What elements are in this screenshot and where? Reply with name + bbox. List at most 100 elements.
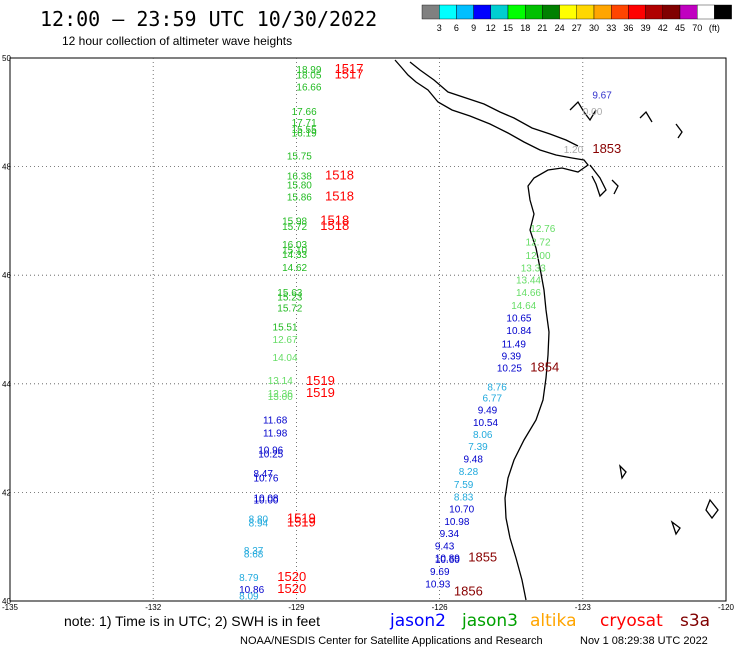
wave-height-label: 8.28: [459, 467, 479, 478]
longitude-label: -132: [145, 603, 162, 612]
pass-time-label: 1855: [468, 549, 497, 564]
wave-height-label: 13.00: [268, 392, 293, 403]
legend-label: 70: [692, 23, 702, 33]
wave-height-label: 9.67: [592, 91, 612, 102]
wave-height-label: 11.49: [502, 339, 527, 350]
pass-time-label: 1519: [287, 515, 316, 530]
wave-height-label: 8.94: [249, 519, 269, 530]
legend-swatch: [593, 4, 612, 20]
wave-height-label: 15.51: [273, 323, 298, 334]
satellite-legend-item: s3a: [680, 611, 710, 631]
wave-height-label: 8.06: [473, 430, 493, 441]
wave-height-label: 0.00: [583, 107, 603, 118]
pass-time-label: 1517: [335, 67, 364, 82]
wave-height-label: 10.89: [435, 553, 460, 564]
wave-height-label: 11.68: [263, 415, 288, 426]
legend-swatch: [525, 4, 543, 20]
wave-height-label: 15.63: [277, 288, 302, 299]
legend-swatch: [542, 4, 560, 20]
footer-credit: NOAA/NESDIS Center for Satellite Applica…: [240, 635, 543, 647]
strait-islands: [569, 100, 597, 122]
pass-time-label: 1519: [306, 385, 335, 400]
wave-height-label: 15.55: [292, 125, 317, 136]
wave-height-label: 8.37: [244, 546, 264, 557]
wave-height-label: 6.77: [483, 394, 503, 405]
legend-label: 45: [675, 23, 685, 33]
legend-label: 33: [606, 23, 616, 33]
wave-height-label: 8.83: [454, 493, 474, 504]
wave-height-label: 10.00: [253, 495, 278, 506]
graticule: [10, 58, 726, 601]
longitude-label: -129: [288, 603, 305, 612]
longitude-label: -126: [432, 603, 449, 612]
pass-time-label: 1519: [306, 373, 335, 388]
wave-height-label: 14.66: [516, 288, 541, 299]
wave-height-label: 9.39: [502, 351, 522, 362]
page-title: 12:00 – 23:59 UTC 10/30/2022: [40, 7, 377, 31]
pass-time-label: 1520: [277, 581, 306, 596]
longitude-label: -135: [2, 603, 19, 612]
wave-height-label: 8.80: [249, 514, 269, 525]
wave-height-label: 16.66: [296, 83, 321, 94]
latitude-label: 48: [2, 163, 11, 172]
pass-time-label: 1517: [335, 61, 364, 76]
wave-height-label: 16.03: [282, 240, 307, 251]
legend-swatch: [611, 4, 629, 20]
wave-height-label: 10.70: [449, 504, 474, 515]
legend-swatch: [714, 4, 732, 20]
pass-time-label: 1853: [592, 141, 621, 156]
pass-time-labels: 1517151715181518151815181519151915191519…: [277, 61, 621, 598]
vancouver-island: [409, 61, 579, 147]
legend-label: 15: [503, 23, 513, 33]
wave-height-label: 10.86: [239, 585, 264, 596]
wave-height-label: 14.04: [273, 353, 298, 364]
wave-height-label: 18.99: [296, 65, 321, 76]
footer-timestamp: Nov 1 08:29:38 UTC 2022: [580, 635, 708, 647]
wave-height-label: 10.84: [506, 326, 531, 337]
wave-height-label: 16.38: [287, 172, 312, 183]
satellite-legend: jason2 jason3 altika cryosat s3a: [389, 611, 710, 631]
legend-swatch: [439, 4, 457, 20]
legend-label: 36: [623, 23, 633, 33]
wave-height-label: 10.65: [506, 313, 531, 324]
wave-height-label: 17.71: [292, 118, 317, 129]
wave-height-label: 10.25: [497, 363, 522, 374]
legend-label: 21: [537, 23, 547, 33]
pass-time-label: 1856: [454, 584, 483, 599]
inland-island-2: [639, 110, 653, 123]
longitude-labels: -135 -132 -129 -126 -123 -120: [2, 603, 735, 612]
wave-height-label: 15.75: [287, 152, 312, 163]
wave-height-label: 12.36: [268, 389, 293, 400]
wave-height-label: 15.10: [282, 245, 307, 256]
wave-height-label: 14.62: [282, 263, 307, 274]
wave-height-label: 8.68: [244, 550, 264, 561]
wave-height-label: 1.20: [564, 145, 584, 156]
legend-swatch: [490, 4, 509, 20]
wave-height-label: 10.76: [253, 474, 278, 485]
wave-height-label: 15.23: [277, 293, 302, 304]
wave-height-label: 9.34: [440, 529, 460, 540]
wave-height-label: 14.33: [282, 250, 307, 261]
inland-island-6: [619, 464, 627, 480]
wave-height-label: 8.76: [487, 382, 507, 393]
map-border: [9, 57, 727, 602]
wave-height-label: 13.33: [521, 263, 546, 274]
wave-height-label: 8.79: [239, 573, 259, 584]
legend-swatch: [697, 4, 715, 20]
wave-height-label: 10.60: [435, 555, 460, 566]
legend-label: 24: [555, 23, 565, 33]
legend-swatch: [473, 4, 492, 20]
legend-label: 9: [471, 23, 476, 33]
latitude-label: 40: [2, 597, 11, 606]
inland-island-5: [670, 520, 681, 536]
pass-time-label: 1518: [320, 218, 349, 233]
wave-height-label: 10.98: [444, 517, 469, 528]
wave-height-label: 9.43: [435, 541, 455, 552]
wave-height-label: 13.14: [268, 376, 293, 387]
legend-swatch: [456, 4, 474, 20]
legend-swatch: [576, 4, 595, 20]
wave-height-label: 17.66: [292, 107, 317, 118]
coastline: [394, 59, 719, 601]
latitude-label: 46: [2, 271, 11, 280]
